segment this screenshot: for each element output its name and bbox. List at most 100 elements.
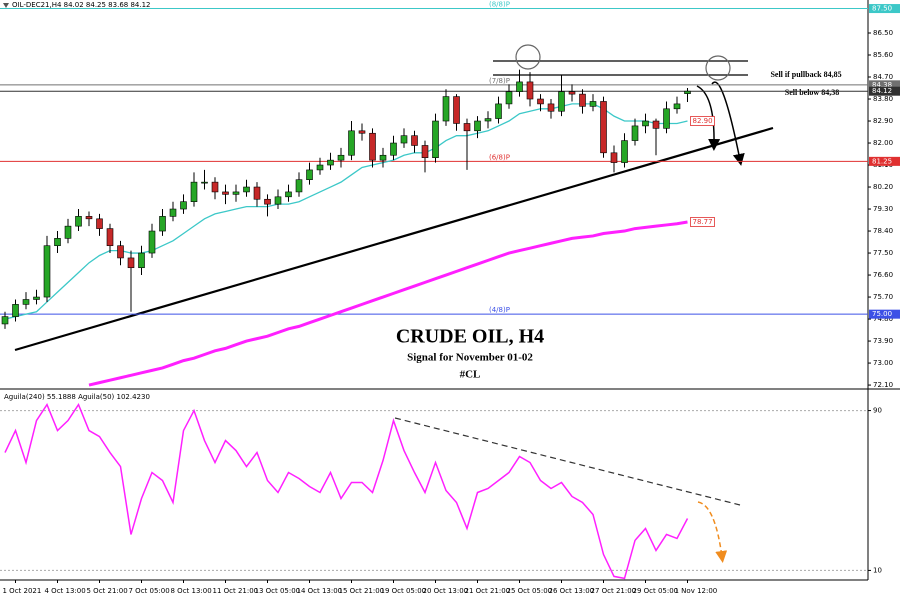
x-tick-label: 26 Oct 13:00 (549, 587, 595, 595)
candle-body (159, 216, 166, 232)
x-tick-label: 13 Oct 05:00 (255, 587, 301, 595)
x-tick-label: 1 Nov 12:00 (675, 587, 718, 595)
highlight-circle (515, 44, 541, 70)
x-tick-label: 27 Oct 21:00 (591, 587, 637, 595)
candle-body (75, 216, 82, 227)
candle-body (211, 181, 219, 193)
ma-label: 78.77 (693, 218, 713, 226)
candle-body (673, 103, 681, 110)
level-label: 75.00 (872, 310, 892, 318)
candle-body (222, 191, 229, 195)
ma-label: 82.90 (693, 117, 713, 125)
x-tick-label: 20 Oct 13:00 (423, 587, 469, 595)
candle-body (306, 169, 313, 180)
candle-body (631, 125, 639, 141)
candle-body (474, 120, 481, 132)
candle-body (232, 191, 240, 195)
symbol-icon (3, 3, 9, 8)
y-tick-label: 78.40 (873, 227, 893, 235)
candle-body (33, 296, 40, 300)
y-tick-label: 86.50 (873, 29, 893, 37)
x-tick-label: 21 Oct 21:00 (465, 587, 511, 595)
candle-body (579, 93, 586, 107)
candle-body (201, 181, 208, 184)
y-tick-label: 10 (873, 566, 882, 574)
candle-body (379, 154, 387, 161)
candle-body (117, 245, 124, 259)
level-label: 84.12 (872, 87, 892, 95)
candle-body (411, 135, 418, 146)
candle-body (369, 132, 376, 161)
x-tick-label: 29 Oct 05:00 (633, 587, 679, 595)
candle-body (85, 216, 93, 220)
chart-subtitle: Signal for November 01-02 (407, 352, 533, 364)
candle-body (463, 123, 471, 132)
y-tick-label: 74.80 (873, 315, 893, 323)
candle-body (127, 257, 135, 269)
annotation: Sell below 84,38 (785, 88, 839, 97)
candle-body (568, 91, 576, 95)
y-tick-label: 84.70 (873, 73, 893, 81)
x-tick-label: 1 Oct 2021 (3, 587, 42, 595)
y-tick-label: 83.80 (873, 95, 893, 103)
candle-body (600, 101, 607, 154)
candle-body (1, 316, 9, 325)
candle-body (390, 142, 397, 156)
candle-body (432, 120, 439, 158)
candle-body (106, 228, 114, 247)
level-tag: (7/8)P (489, 77, 510, 85)
candle-body (652, 120, 660, 129)
trend-line (14, 126, 774, 352)
y-tick-label: 76.60 (873, 271, 893, 279)
candle-body (190, 181, 198, 203)
candle-body (484, 118, 492, 122)
candle-body (274, 196, 282, 205)
y-tick-label: 80.20 (873, 183, 893, 191)
candle-body (400, 135, 408, 144)
y-tick-label: 82.00 (873, 139, 893, 147)
y-tick-label: 73.90 (873, 337, 893, 345)
candle-body (337, 154, 345, 161)
candle-body (621, 140, 628, 163)
y-tick-label: 77.50 (873, 249, 893, 257)
level-label-box (869, 309, 900, 319)
candle-body (22, 299, 30, 305)
candle-body (316, 164, 324, 171)
level-label: 81.25 (872, 157, 892, 165)
x-tick-label: 25 Oct 05:00 (507, 587, 553, 595)
level-label: 87.50 (872, 5, 892, 13)
y-tick-label: 82.90 (873, 117, 893, 125)
candle-body (96, 218, 103, 229)
candle-body (589, 101, 597, 107)
candle-body (537, 98, 544, 105)
y-tick-label: 79.30 (873, 205, 893, 213)
x-tick-label: 14 Oct 13:00 (297, 587, 343, 595)
indicator-line (4, 402, 689, 580)
candle-body (180, 201, 187, 210)
candle-body (54, 238, 61, 247)
candle-body (421, 145, 429, 158)
candle-body (505, 91, 513, 105)
level-tag: (4/8)P (489, 306, 510, 314)
candle-body (558, 91, 565, 112)
moving-average (88, 220, 688, 387)
indicator-legend: Aguila(240) 55.1888 Aguila(50) 102.4230 (4, 393, 150, 401)
candle-body (264, 198, 271, 205)
candle-body (138, 252, 145, 269)
candle-body (295, 179, 303, 193)
y-tick-label: 75.70 (873, 293, 893, 301)
y-tick-label: 90 (873, 407, 882, 415)
y-tick-label: 72.10 (873, 381, 893, 389)
level-label-box (869, 156, 900, 166)
y-tick-label: 73.00 (873, 359, 893, 367)
x-tick-label: 19 Oct 05:00 (381, 587, 427, 595)
level-tag: (8/8)P (489, 1, 510, 9)
level-tag: (6/8)P (489, 153, 510, 161)
chart-title: CRUDE OIL, H4 (396, 326, 544, 348)
candle-body (358, 130, 366, 134)
level-label-box (869, 80, 900, 90)
x-tick-label: 7 Oct 05:00 (129, 587, 170, 595)
candle-body (327, 159, 334, 166)
ma-label-box (690, 217, 715, 227)
